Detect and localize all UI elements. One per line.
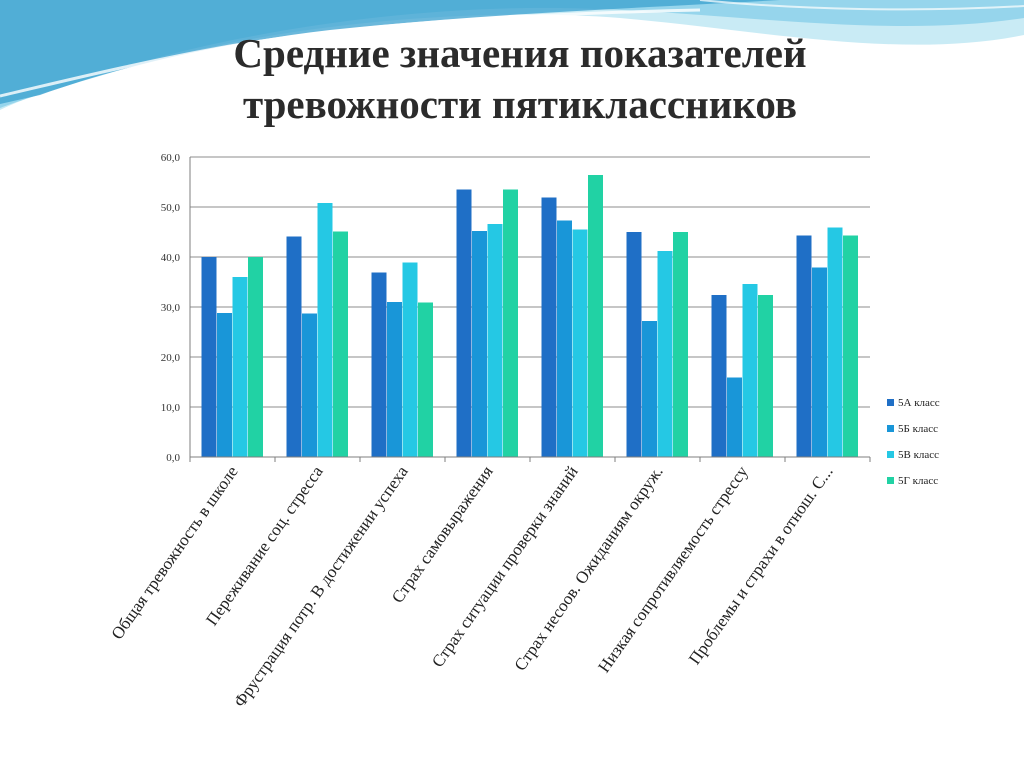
bar bbox=[418, 302, 433, 457]
bar bbox=[201, 257, 217, 457]
bar bbox=[657, 251, 673, 457]
y-tick-label: 60,0 bbox=[161, 152, 181, 164]
y-tick-label: 40,0 bbox=[161, 252, 181, 264]
y-axis-tick-labels: 0,0 10,0 20,0 30,0 40,0 50,0 60,0 bbox=[161, 152, 181, 464]
legend-label: 5Г класс bbox=[898, 475, 938, 487]
slide-title-line-1: Средние значения показателей bbox=[233, 30, 807, 76]
x-category-label: Страх несоов. Ожиданиям окруж. bbox=[510, 462, 666, 674]
x-category-label: Страх ситуации проверки знаний bbox=[428, 462, 582, 670]
bar bbox=[286, 236, 302, 457]
x-category-label: Фрустрация потр. В достижении успеха bbox=[230, 462, 412, 711]
bars bbox=[201, 175, 858, 457]
legend-label: 5А класс bbox=[898, 397, 940, 409]
bar bbox=[371, 272, 387, 457]
bar bbox=[317, 203, 333, 457]
bar bbox=[711, 295, 727, 457]
legend-swatch bbox=[887, 451, 894, 458]
legend-label: 5Б класс bbox=[898, 423, 938, 435]
bar bbox=[557, 220, 572, 457]
bar bbox=[796, 235, 812, 457]
bar bbox=[472, 231, 487, 457]
legend-label: 5В класс bbox=[898, 449, 939, 461]
legend-swatch bbox=[887, 425, 894, 432]
bar bbox=[588, 175, 603, 457]
bar bbox=[727, 377, 742, 457]
y-tick-label: 20,0 bbox=[161, 352, 181, 364]
bar bbox=[673, 232, 688, 457]
x-category-label: Проблемы и страхи в отнош. С... bbox=[685, 462, 837, 668]
legend: 5А класс 5Б класс 5В класс 5Г класс bbox=[887, 397, 940, 487]
legend-swatch bbox=[887, 477, 894, 484]
bar bbox=[541, 197, 557, 457]
bar bbox=[232, 277, 248, 457]
legend-swatch bbox=[887, 399, 894, 406]
bar bbox=[402, 262, 418, 457]
bar bbox=[572, 229, 588, 457]
axes bbox=[189, 157, 871, 462]
bar bbox=[742, 284, 758, 457]
bar bbox=[843, 235, 858, 457]
bar bbox=[487, 224, 503, 457]
slide-title: Средние значения показателей тревожности… bbox=[100, 28, 940, 130]
x-category-label: Низкая сопротивляемость стрессу bbox=[594, 462, 752, 676]
y-tick-label: 10,0 bbox=[161, 402, 181, 414]
bar bbox=[758, 295, 773, 457]
y-tick-label: 50,0 bbox=[161, 202, 181, 214]
bar bbox=[302, 313, 317, 457]
slide-title-line-2: тревожности пятиклассников bbox=[242, 81, 798, 127]
bar bbox=[503, 189, 518, 457]
bar bbox=[642, 321, 657, 457]
bar bbox=[333, 231, 348, 457]
bar bbox=[456, 189, 472, 457]
bar bbox=[827, 227, 843, 457]
bar bbox=[626, 232, 642, 457]
bar bbox=[248, 257, 263, 457]
y-tick-label: 0,0 bbox=[166, 452, 180, 464]
bar bbox=[812, 267, 827, 457]
bar bbox=[217, 313, 232, 457]
y-tick-label: 30,0 bbox=[161, 302, 181, 314]
bar bbox=[387, 302, 402, 457]
